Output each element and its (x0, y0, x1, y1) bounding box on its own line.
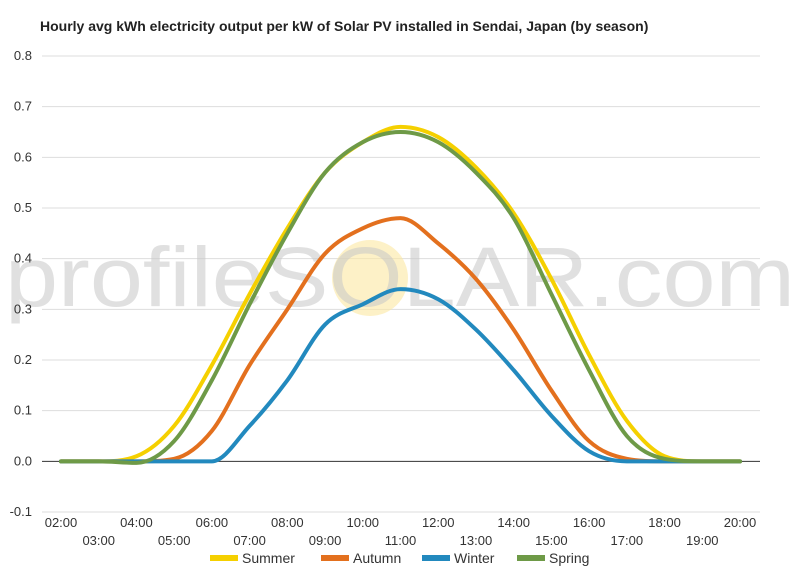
x-tick-label: 03:00 (82, 533, 115, 548)
x-tick-label: 12:00 (422, 515, 455, 530)
y-tick-label: 0.8 (14, 48, 32, 63)
legend-label-summer[interactable]: Summer (242, 550, 295, 566)
series-line-spring[interactable] (59, 130, 742, 465)
watermark-text: profileSOLAR.com (5, 230, 795, 324)
x-tick-label: 20:00 (724, 515, 757, 530)
x-tick-label: 04:00 (120, 515, 153, 530)
x-tick-label: 10:00 (347, 515, 380, 530)
y-tick-label: 0.2 (14, 352, 32, 367)
x-tick-label: 13:00 (460, 533, 493, 548)
axes: 0.8 0.7 0.6 0.5 0.4 0.3 0.2 0.1 0.0 -0.1 02:00 03:0… (10, 48, 757, 548)
series-lines (59, 124, 742, 465)
x-tick-label: 09:00 (309, 533, 342, 548)
legend-swatch-summer[interactable] (210, 555, 238, 561)
x-tick-label: 15:00 (535, 533, 568, 548)
legend-label-autumn[interactable]: Autumn (353, 550, 401, 566)
y-tick-label: 0.1 (14, 403, 32, 418)
watermark: profileSOLAR.com (5, 230, 795, 324)
y-tick-label: 0.3 (14, 301, 32, 316)
series-line-autumn[interactable] (59, 216, 742, 464)
chart-title: Hourly avg kWh electricity output per kW… (40, 18, 649, 34)
y-tick-label: 0.7 (14, 99, 32, 114)
y-tick-label: 0.4 (14, 251, 32, 266)
legend-swatch-autumn[interactable] (321, 555, 349, 561)
y-tick-label: 0.0 (14, 453, 32, 468)
y-tick-label: 0.6 (14, 149, 32, 164)
x-tick-label: 19:00 (686, 533, 719, 548)
x-tick-label: 11:00 (385, 533, 417, 548)
x-tick-label: 08:00 (271, 515, 304, 530)
series-line-summer[interactable] (59, 124, 742, 464)
watermark-sun-icon (332, 240, 408, 316)
legend-swatch-spring[interactable] (517, 555, 545, 561)
legend-label-winter[interactable]: Winter (454, 550, 495, 566)
legend[interactable]: Summer Autumn Winter Spring (210, 550, 589, 566)
x-tick-label: 16:00 (573, 515, 606, 530)
x-tick-label: 06:00 (196, 515, 229, 530)
x-tick-label: 05:00 (158, 533, 191, 548)
y-tick-label: -0.1 (10, 504, 32, 519)
legend-swatch-winter[interactable] (422, 555, 450, 561)
x-tick-label: 14:00 (497, 515, 530, 530)
legend-label-spring[interactable]: Spring (549, 550, 589, 566)
x-tick-label: 07:00 (233, 533, 266, 548)
x-tick-label: 02:00 (45, 515, 78, 530)
y-tick-label: 0.5 (14, 200, 32, 215)
series-line-winter[interactable] (59, 287, 742, 464)
x-tick-label: 18:00 (648, 515, 681, 530)
x-tick-label: 17:00 (611, 533, 644, 548)
